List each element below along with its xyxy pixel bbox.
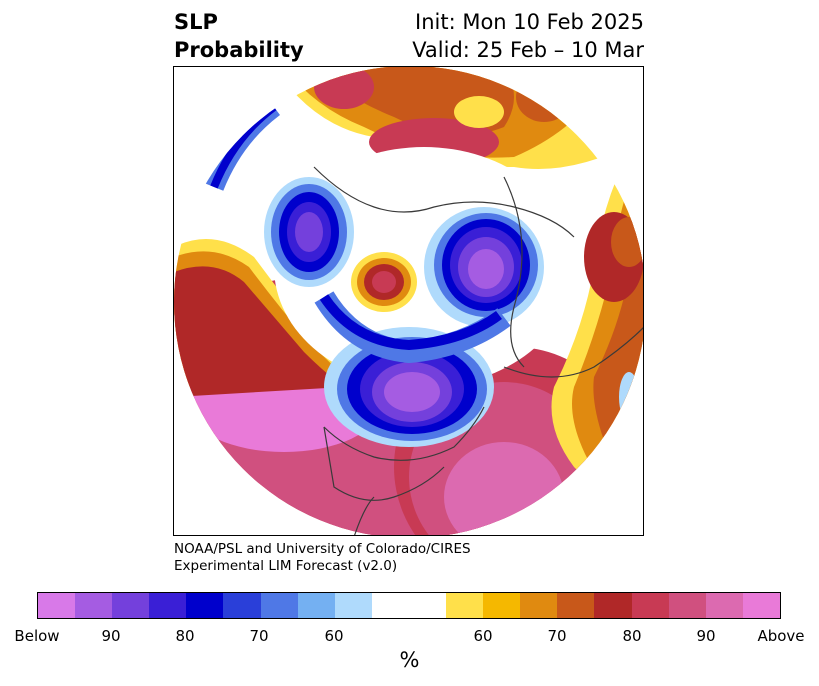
tick-above-70: 70 — [547, 627, 567, 645]
colorbar-segment — [186, 593, 224, 618]
colorbar-segment — [594, 593, 632, 618]
colorbar-segment — [371, 593, 447, 618]
colorbar-unit: % — [399, 648, 420, 672]
tick-below-80: 80 — [175, 627, 195, 645]
colorbar-segment — [297, 593, 335, 618]
credit-line-1: NOAA/PSL and University of Colorado/CIRE… — [174, 541, 471, 557]
colorbar-segment — [557, 593, 595, 618]
colorbar-segment — [520, 593, 558, 618]
colorbar-segment — [112, 593, 150, 618]
colorbar-segment — [75, 593, 113, 618]
tick-below-90: 90 — [101, 627, 121, 645]
colorbar-segment — [705, 593, 743, 618]
colorbar-segment — [334, 593, 372, 618]
credit: NOAA/PSL and University of Colorado/CIRE… — [174, 541, 471, 575]
tick-above-60: 60 — [473, 627, 493, 645]
tick-below-60: 60 — [324, 627, 344, 645]
colorbar-segment — [149, 593, 187, 618]
tick-above-90: 90 — [696, 627, 716, 645]
colorbar — [37, 592, 781, 619]
colorbar-segment — [483, 593, 521, 618]
title-metric: Probability — [174, 38, 304, 62]
valid-period: Valid: 25 Feb – 10 Mar — [412, 38, 644, 62]
tick-below: Below — [14, 627, 60, 645]
probability-field — [174, 67, 643, 535]
credit-line-2: Experimental LIM Forecast (v2.0) — [174, 558, 398, 574]
title-left: SLP Probability — [174, 8, 304, 64]
colorbar-segment — [223, 593, 261, 618]
colorbar-segment — [260, 593, 298, 618]
colorbar-segment — [38, 593, 76, 618]
coastlines — [313, 166, 643, 535]
tick-below-70: 70 — [249, 627, 269, 645]
colorbar-segment — [631, 593, 669, 618]
init-date: Init: Mon 10 Feb 2025 — [415, 10, 644, 34]
tick-above: Above — [757, 627, 805, 645]
title-right: Init: Mon 10 Feb 2025 Valid: 25 Feb – 10… — [412, 8, 644, 64]
colorbar-segment — [668, 593, 706, 618]
tick-above-80: 80 — [622, 627, 642, 645]
colorbar-ticks: Below 90 80 70 60 60 70 80 90 Above — [14, 627, 804, 647]
polar-map — [173, 66, 644, 536]
title-variable: SLP — [174, 10, 218, 34]
colorbar-segment — [446, 593, 484, 618]
colorbar-segment — [742, 593, 780, 618]
